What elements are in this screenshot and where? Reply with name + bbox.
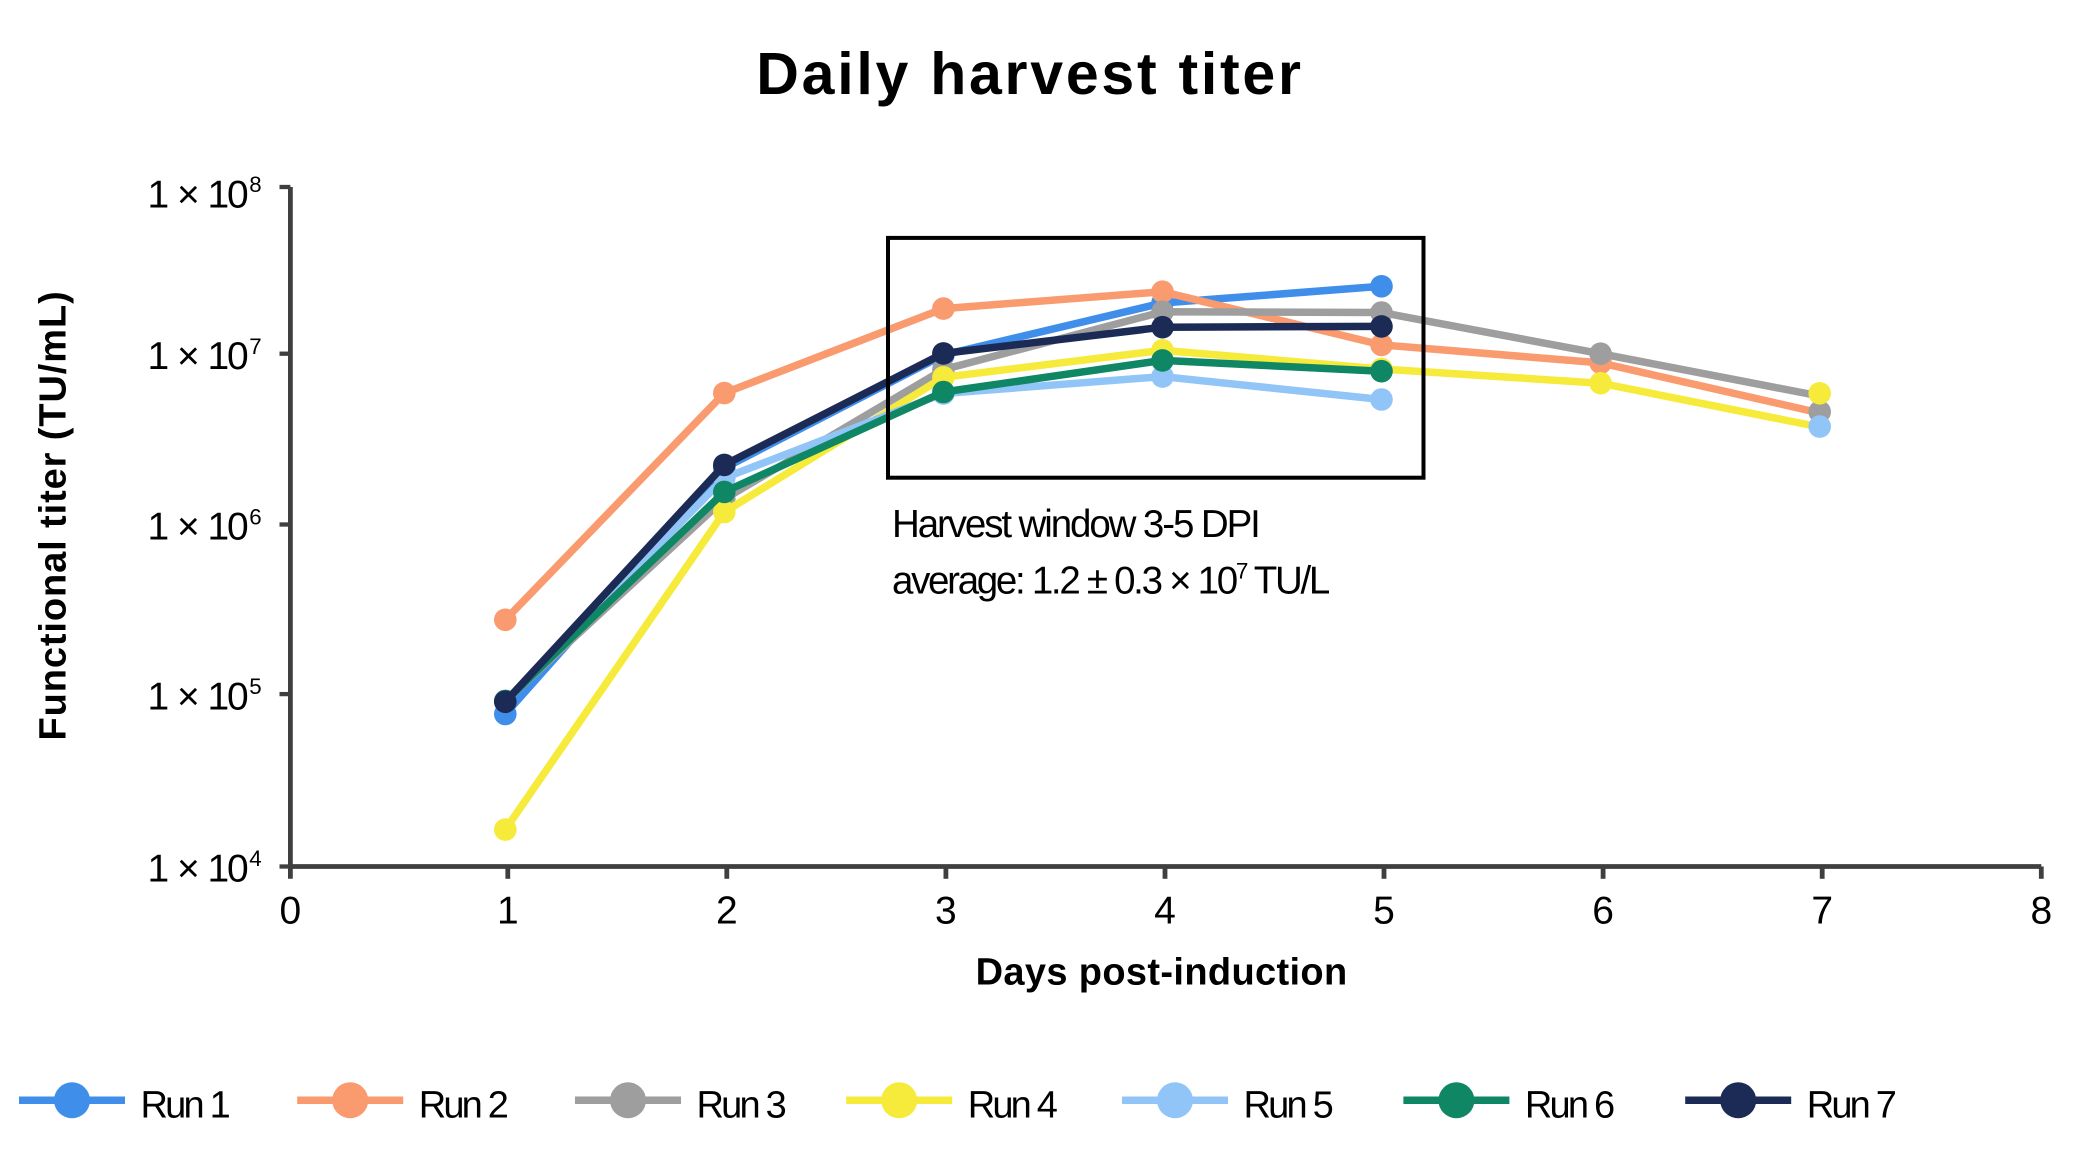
svg-text:1×10: 1 × 10 [148, 335, 248, 378]
svg-text:3: 3 [935, 889, 957, 932]
svg-text:1: 1 [497, 889, 519, 932]
svg-text:Run 5: Run 5 [1244, 1085, 1333, 1127]
svg-text:1×10: 1 × 10 [148, 506, 248, 549]
svg-text:Harvest window 3-5 DPI: Harvest window 3-5 DPI [892, 503, 1259, 546]
svg-text:Run 4: Run 4 [968, 1085, 1058, 1127]
svg-text:Run 2: Run 2 [419, 1085, 508, 1127]
svg-text:6: 6 [249, 504, 261, 529]
svg-text:5: 5 [249, 674, 261, 699]
svg-text:average: 1.2 ± 0.3 × 107 TU/L: average: 1.2 ± 0.3 × 107 TU/L [892, 558, 1330, 602]
svg-text:8: 8 [249, 172, 261, 197]
svg-text:Daily harvest titer: Daily harvest titer [756, 41, 1303, 107]
svg-text:Run 3: Run 3 [697, 1085, 786, 1127]
svg-text:6: 6 [1592, 889, 1614, 932]
svg-text:2: 2 [716, 889, 738, 932]
svg-text:5: 5 [1373, 889, 1395, 932]
svg-text:Run 1: Run 1 [141, 1085, 230, 1127]
svg-text:7: 7 [249, 334, 261, 359]
svg-text:Run 6: Run 6 [1525, 1085, 1614, 1127]
svg-text:8: 8 [2030, 889, 2052, 932]
svg-text:4: 4 [249, 846, 261, 871]
svg-text:Days post-induction: Days post-induction [976, 951, 1348, 993]
svg-text:4: 4 [1154, 889, 1176, 932]
svg-text:0: 0 [280, 889, 302, 932]
svg-text:Run 7: Run 7 [1807, 1085, 1896, 1127]
svg-text:1×10: 1 × 10 [148, 847, 248, 890]
svg-text:7: 7 [1811, 889, 1833, 932]
svg-text:1×10: 1 × 10 [148, 675, 248, 718]
svg-text:Functional titer (TU/mL): Functional titer (TU/mL) [33, 290, 75, 740]
svg-text:1×10: 1 × 10 [148, 173, 248, 216]
